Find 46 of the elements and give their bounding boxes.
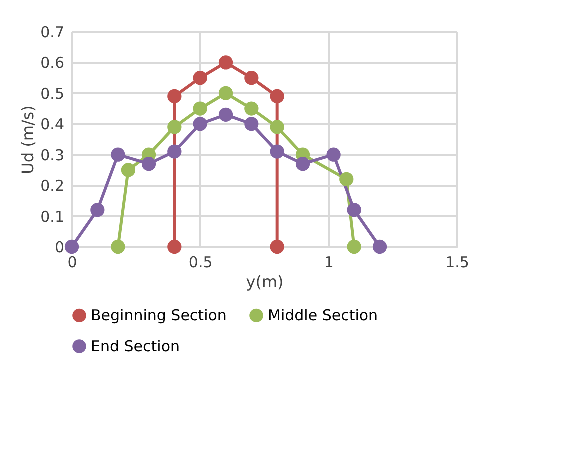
point xyxy=(244,102,259,116)
y-tick-label: 0.2 xyxy=(40,177,64,196)
point xyxy=(193,71,208,86)
point xyxy=(270,144,284,159)
point xyxy=(121,163,136,178)
legend-label: Middle Section xyxy=(268,306,378,325)
y-tick-label: 0.7 xyxy=(40,24,64,42)
point xyxy=(168,89,182,104)
point xyxy=(218,56,234,70)
point xyxy=(218,108,234,122)
point xyxy=(111,240,126,254)
point xyxy=(193,117,208,132)
point xyxy=(111,148,126,162)
y-tick-label: 0.5 xyxy=(40,84,64,103)
point xyxy=(244,117,259,132)
y-axis-title: Ud (m/s) xyxy=(18,106,38,174)
legend-label: Beginning Section xyxy=(91,306,227,325)
x-tick-label: 1 xyxy=(324,254,334,272)
point xyxy=(347,240,362,254)
point xyxy=(270,120,284,134)
x-tick-label: 0.5 xyxy=(188,254,213,272)
point xyxy=(340,172,354,186)
point xyxy=(372,240,388,254)
legend-label: End Section xyxy=(91,338,180,356)
point xyxy=(90,203,105,218)
point xyxy=(218,86,234,100)
point xyxy=(64,240,80,254)
point xyxy=(168,240,182,254)
point xyxy=(142,157,156,172)
y-tick-label: 0.3 xyxy=(40,146,64,164)
point xyxy=(347,203,362,218)
point xyxy=(296,157,310,172)
y-tick-label: 0 xyxy=(54,238,64,256)
point xyxy=(270,89,284,104)
x-axis-title: y(m) xyxy=(246,272,284,292)
point xyxy=(270,240,284,254)
y-tick-label: 0.4 xyxy=(40,116,64,134)
y-tick-label: 0.1 xyxy=(40,208,64,226)
point xyxy=(326,148,341,162)
point xyxy=(168,120,182,134)
x-tick-label: 0 xyxy=(68,254,78,272)
y-tick-label: 0.6 xyxy=(40,54,64,72)
point xyxy=(168,144,182,159)
point xyxy=(193,102,208,116)
point xyxy=(244,71,259,86)
x-tick-label: 1.5 xyxy=(446,254,470,272)
